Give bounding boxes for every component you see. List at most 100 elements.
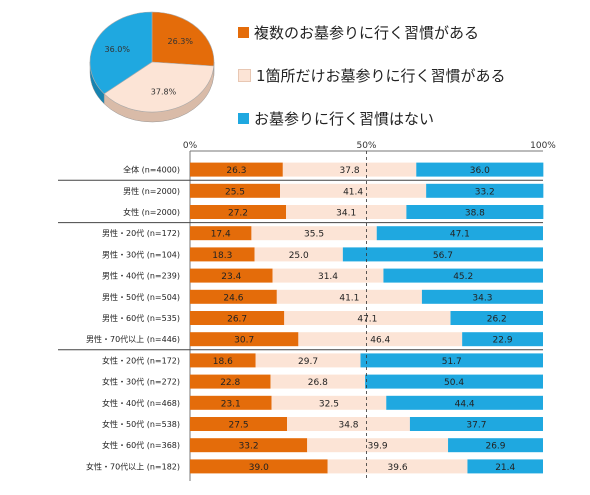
bar-label-1-1: 41.4 [343, 187, 363, 197]
bar-label-14-2: 21.4 [495, 463, 515, 473]
category-label-13: 女性・60代 (n=368) [102, 440, 180, 450]
bar-label-0-1: 37.8 [340, 166, 360, 176]
bar-label-12-0: 27.5 [229, 421, 249, 431]
x-tick-label-100: 100% [530, 141, 556, 151]
bar-9-0 [190, 353, 256, 368]
category-label-1: 男性 (n=2000) [123, 186, 180, 196]
bar-label-4-2: 56.7 [433, 251, 453, 261]
category-label-14: 女性・70代以上 (n=182) [86, 461, 180, 471]
bar-label-8-0: 30.7 [234, 336, 254, 346]
legend-swatch-single [238, 69, 251, 82]
bar-10-2 [365, 374, 543, 389]
bar-12-2 [409, 417, 543, 431]
bar-label-5-1: 31.4 [318, 272, 338, 282]
bar-1-0 [190, 183, 281, 198]
bar-14-1 [327, 459, 468, 474]
category-label-8: 男性・70代以上 (n=446) [86, 334, 180, 344]
bar-label-4-0: 18.3 [212, 251, 232, 261]
pie-chart: 26.3% 37.8% 36.0% [89, 11, 215, 123]
x-tick-label-0: 0% [183, 141, 198, 151]
bar-label-13-2: 26.9 [485, 442, 505, 452]
bar-14-0 [190, 459, 328, 474]
bar-8-2 [462, 332, 543, 347]
category-label-0: 全体 (n=4000) [123, 165, 180, 175]
bar-13-0 [190, 438, 308, 453]
bar-2-0 [190, 205, 287, 219]
bar-2-1 [286, 205, 407, 219]
pie-label-0: 26.3% [168, 37, 194, 46]
bar-label-3-1: 35.5 [304, 230, 324, 240]
bar-7-1 [284, 311, 451, 325]
bar-label-14-1: 39.6 [388, 463, 408, 473]
bar-label-2-2: 38.8 [465, 209, 485, 219]
bar-label-0-0: 26.3 [226, 166, 246, 176]
pie-slice-0 [151, 11, 215, 67]
bar-5-2 [383, 268, 543, 283]
bar-label-3-0: 17.4 [211, 230, 231, 240]
bar-label-7-0: 26.7 [227, 315, 247, 325]
bar-4-1 [254, 247, 343, 262]
legend-label-single: 1箇所だけお墓参りに行く習慣がある [256, 67, 506, 85]
bar-0-0 [190, 162, 283, 177]
category-label-5: 男性・40代 (n=239) [102, 271, 180, 281]
category-label-3: 男性・20代 (n=172) [102, 228, 180, 238]
bar-label-3-2: 47.1 [450, 230, 470, 240]
legend-item-multiple: 複数のお墓参りに行く習慣がある [238, 22, 479, 43]
category-label-4: 男性・30代 (n=104) [102, 249, 180, 259]
category-label-2: 女性 (n=2000) [123, 207, 180, 217]
bar-6-0 [190, 289, 277, 304]
bar-0-2 [416, 162, 544, 177]
bar-12-1 [287, 417, 410, 431]
bar-0-1 [282, 162, 417, 177]
bar-10-1 [270, 374, 366, 389]
bar-label-10-0: 22.8 [220, 378, 240, 388]
bar-label-11-0: 23.1 [221, 399, 241, 409]
bar-label-0-2: 36.0 [470, 166, 490, 176]
bar-6-2 [421, 289, 543, 304]
bar-label-5-0: 23.4 [221, 272, 241, 282]
legend-item-single: 1箇所だけお墓参りに行く習慣がある [238, 65, 506, 86]
bar-7-2 [450, 311, 543, 325]
bar-label-6-2: 34.3 [472, 293, 492, 303]
bar-5-1 [272, 268, 384, 283]
bar-1-1 [280, 183, 427, 198]
bar-7-0 [190, 311, 285, 325]
bar-3-2 [376, 226, 543, 241]
category-label-9: 女性・20代 (n=172) [102, 355, 180, 365]
pie-label-2: 36.0% [105, 45, 131, 54]
pie-label-1: 37.8% [151, 88, 177, 97]
legend-swatch-multiple [238, 27, 249, 38]
bar-label-11-1: 32.5 [319, 399, 339, 409]
bar-label-10-2: 50.4 [444, 378, 464, 388]
bar-label-8-2: 22.9 [493, 336, 513, 346]
bar-11-0 [190, 395, 272, 410]
bar-label-9-1: 29.7 [298, 357, 318, 367]
bar-4-0 [190, 247, 255, 262]
bar-label-7-1: 47.1 [357, 315, 377, 325]
category-label-11: 女性・40代 (n=468) [102, 398, 180, 408]
bar-3-0 [190, 226, 252, 241]
bar-label-7-2: 26.2 [487, 315, 507, 325]
bar-label-1-2: 33.2 [475, 187, 495, 197]
legend-item-none: お墓参りに行く習慣はない [238, 108, 434, 129]
bar-8-1 [298, 332, 463, 347]
bar-label-10-1: 26.8 [308, 378, 328, 388]
bar-label-13-1: 39.9 [368, 442, 388, 452]
bar-8-0 [190, 332, 299, 347]
bar-14-2 [467, 459, 543, 474]
bar-5-0 [190, 268, 273, 283]
bar-label-8-1: 46.4 [370, 336, 390, 346]
bar-label-2-1: 34.1 [336, 209, 356, 219]
x-tick-label-50: 50% [356, 141, 376, 151]
bar-label-2-0: 27.2 [228, 209, 248, 219]
bar-13-1 [307, 438, 449, 453]
bar-label-6-1: 41.1 [339, 293, 359, 303]
legend-label-none: お墓参りに行く習慣はない [254, 110, 435, 128]
pie-slice-2 [89, 11, 153, 95]
bar-13-2 [448, 438, 543, 453]
bar-label-9-0: 18.6 [213, 357, 233, 367]
bar-2-2 [406, 205, 544, 219]
bar-label-5-2: 45.2 [453, 272, 473, 282]
bar-label-12-1: 34.8 [338, 421, 358, 431]
bar-label-14-0: 39.0 [249, 463, 269, 473]
